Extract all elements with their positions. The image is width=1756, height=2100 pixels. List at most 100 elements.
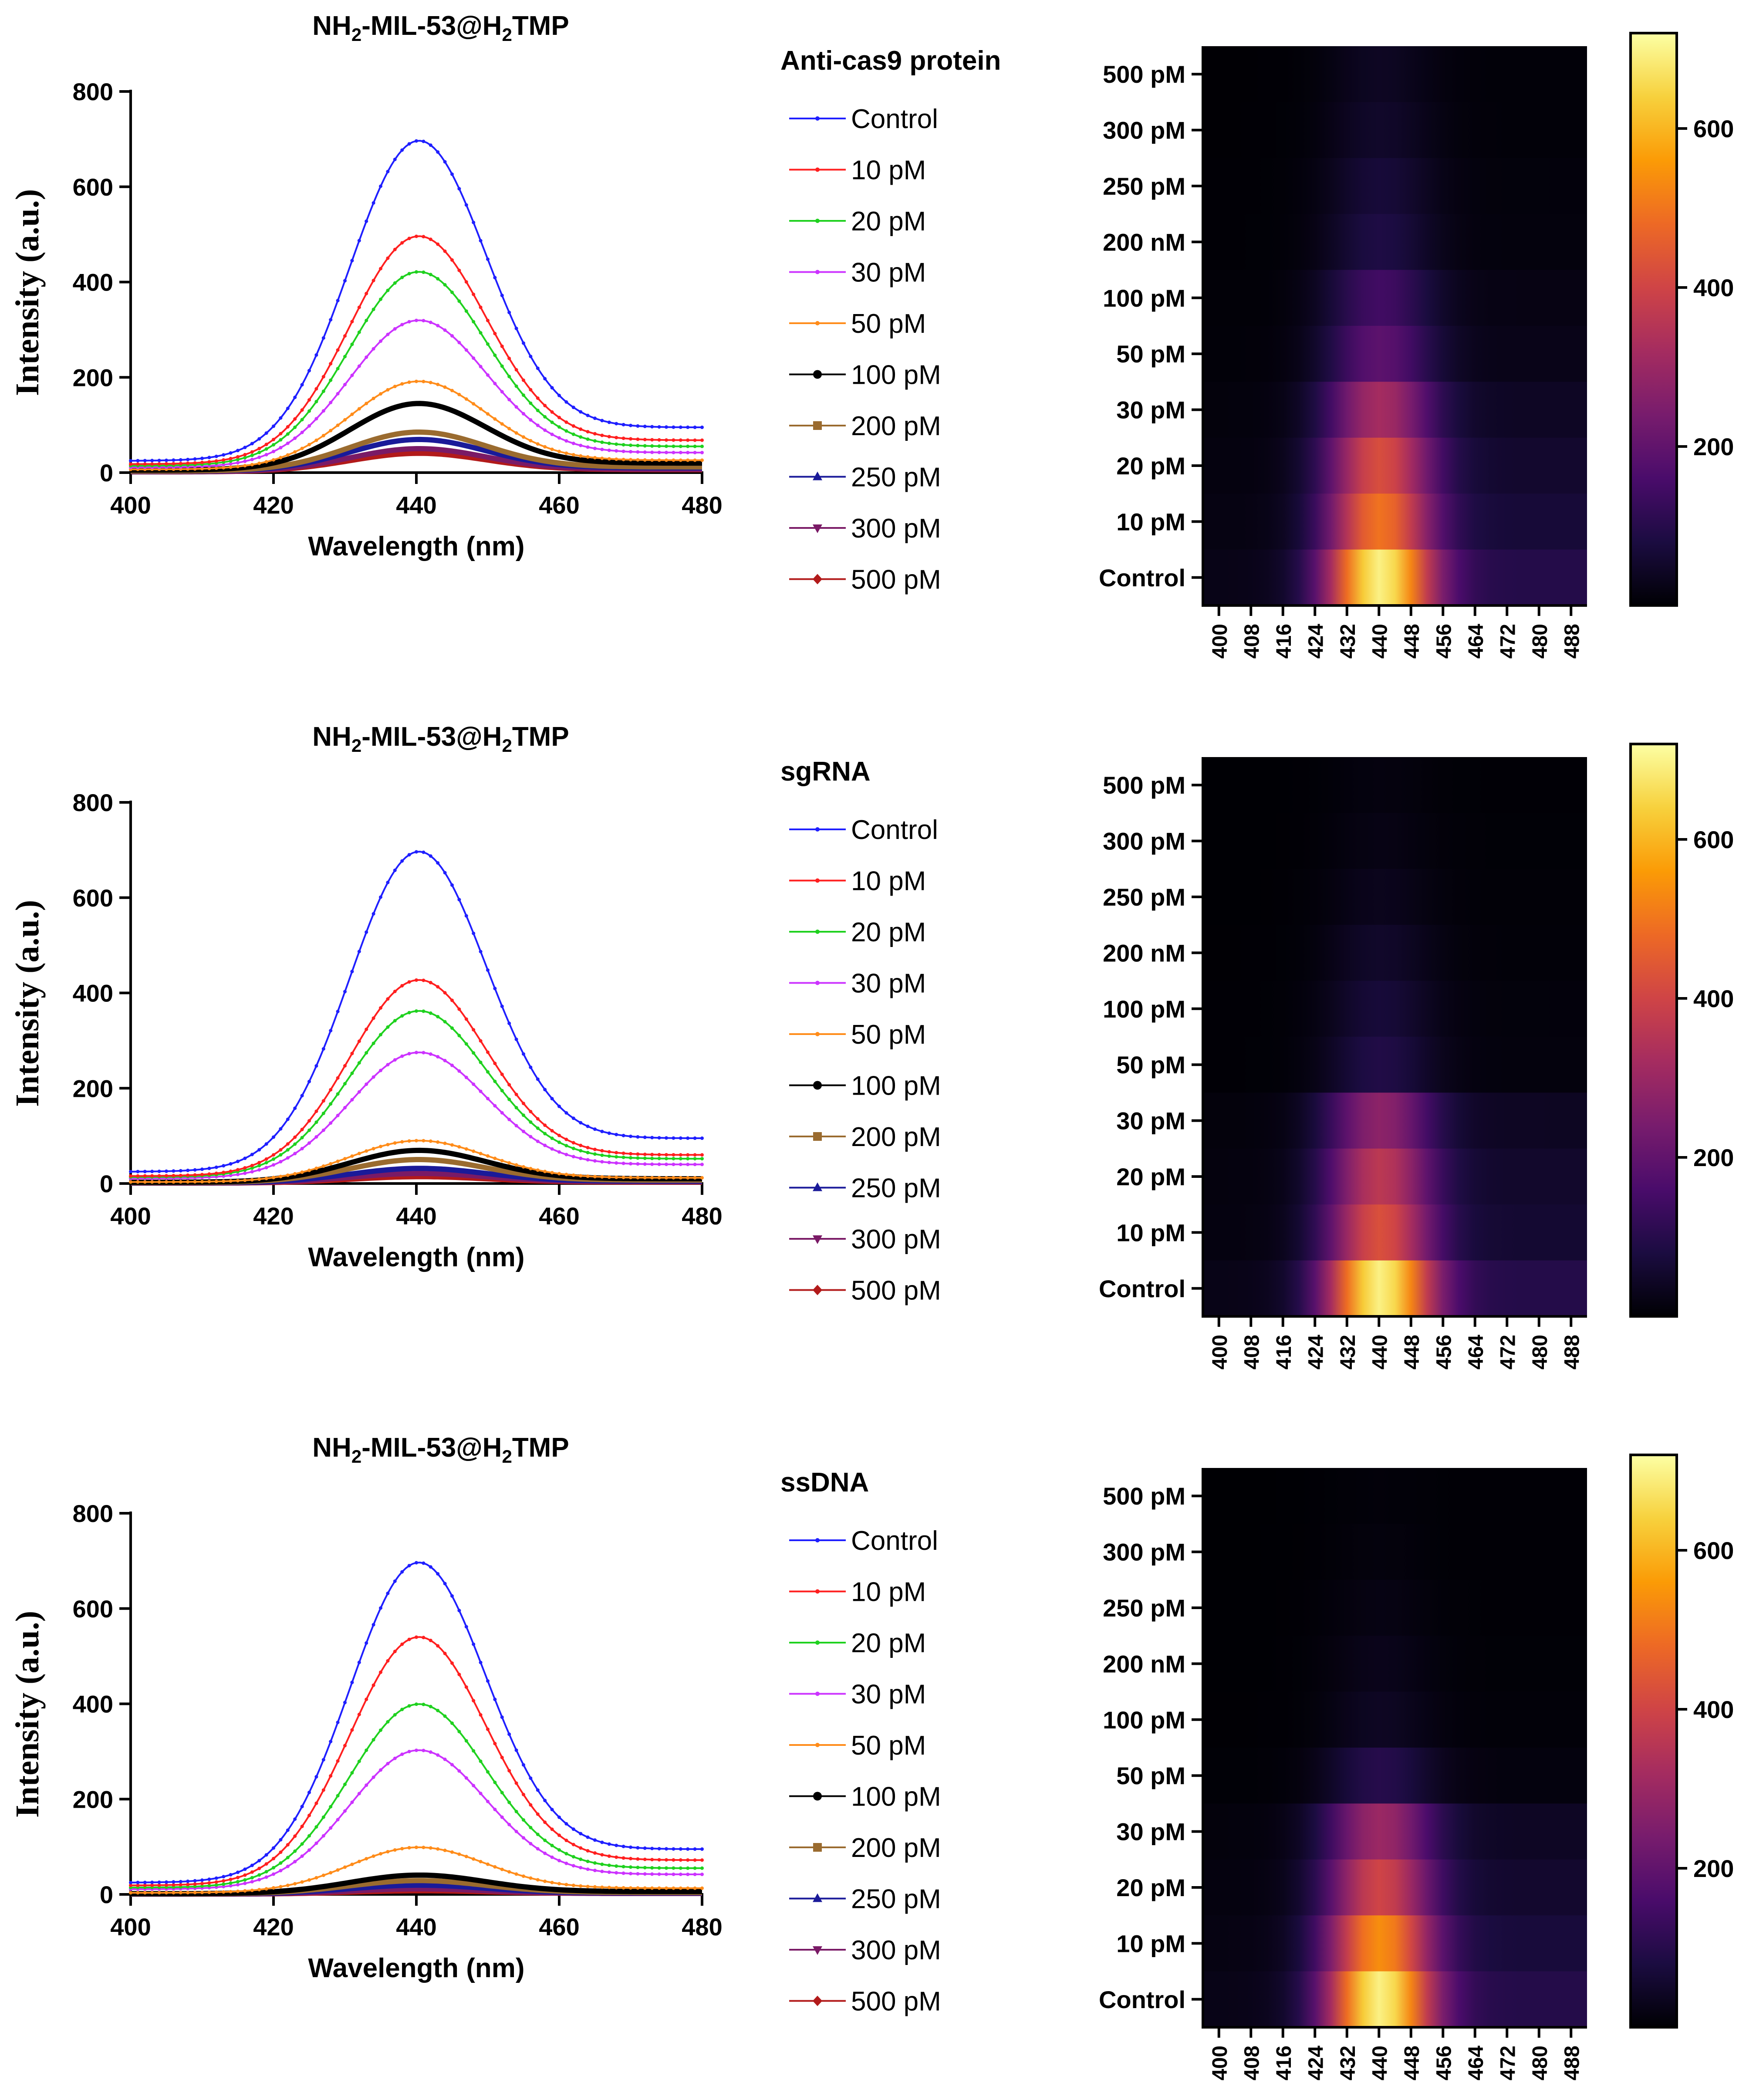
data-point — [514, 327, 518, 330]
data-point — [157, 1180, 161, 1184]
data-point — [371, 1623, 375, 1627]
data-point — [193, 1885, 197, 1888]
legend-label: 250 pM — [851, 463, 941, 493]
data-point — [650, 1846, 654, 1850]
data-point — [286, 432, 290, 436]
data-point — [672, 1136, 675, 1140]
data-point — [700, 1847, 704, 1851]
data-point — [415, 234, 418, 238]
data-point — [415, 1846, 418, 1849]
data-point — [329, 362, 333, 365]
data-point — [257, 1177, 261, 1181]
data-point — [250, 450, 254, 454]
data-point — [314, 1120, 318, 1124]
data-point — [564, 400, 568, 404]
data-point — [293, 1142, 297, 1146]
data-point — [286, 1156, 290, 1160]
data-point — [257, 437, 261, 441]
series-markers — [129, 1748, 704, 1891]
data-point — [314, 1775, 318, 1779]
data-point — [536, 1788, 540, 1792]
data-point — [386, 169, 390, 173]
data-point — [550, 447, 554, 451]
data-point — [222, 1170, 226, 1174]
data-point — [693, 1153, 697, 1157]
data-point — [186, 1883, 190, 1887]
data-point — [600, 1149, 604, 1153]
data-point — [550, 1129, 554, 1133]
x-tick-label: 440 — [396, 1202, 436, 1230]
data-point — [665, 1136, 668, 1140]
heatmap-x-tick-label: 408 — [1240, 1335, 1263, 1370]
data-point — [229, 465, 233, 469]
data-point — [636, 1162, 640, 1166]
data-point — [336, 1010, 340, 1014]
data-point — [479, 1660, 483, 1664]
data-point — [436, 861, 440, 865]
data-point — [586, 437, 590, 441]
data-point — [672, 444, 675, 448]
data-point — [371, 1775, 375, 1779]
data-point — [586, 1860, 590, 1863]
data-point — [150, 459, 154, 463]
data-point — [293, 1106, 297, 1110]
heatmap-row-label: 500 pM — [1103, 1482, 1185, 1510]
data-point — [250, 1170, 254, 1173]
data-point — [379, 339, 382, 343]
data-point — [700, 438, 704, 442]
data-point — [665, 425, 668, 429]
y-tick-label: 200 — [73, 1075, 113, 1102]
data-point — [207, 1167, 211, 1170]
data-point — [422, 1702, 425, 1706]
data-point — [314, 1876, 318, 1880]
data-point — [336, 299, 340, 303]
data-point — [400, 323, 404, 327]
colorbar-gradient — [1629, 1454, 1678, 2029]
data-point — [365, 1082, 368, 1086]
data-point — [457, 1609, 461, 1613]
data-point — [607, 1886, 611, 1890]
data-point — [343, 418, 347, 422]
data-point — [236, 461, 240, 465]
data-point — [643, 1886, 647, 1890]
data-point — [179, 458, 182, 462]
data-point — [472, 320, 476, 324]
legend-title: ssDNA — [780, 1468, 869, 1498]
data-point — [243, 1178, 247, 1182]
legend-marker — [813, 1235, 822, 1244]
data-point — [586, 455, 590, 459]
data-point — [557, 1140, 561, 1144]
data-point — [621, 457, 625, 461]
data-point — [143, 1180, 147, 1184]
data-point — [393, 1058, 397, 1062]
data-point — [514, 405, 518, 409]
data-point — [279, 456, 283, 460]
data-point — [486, 257, 490, 261]
data-point — [686, 1153, 690, 1157]
data-point — [272, 1846, 275, 1850]
data-point — [429, 273, 432, 277]
data-point — [650, 1886, 654, 1890]
data-point — [693, 1176, 697, 1180]
data-point — [157, 1883, 161, 1887]
heatmap-row-label: 250 pM — [1103, 1594, 1185, 1622]
data-point — [200, 1890, 204, 1894]
data-point — [629, 437, 632, 441]
data-point — [615, 457, 618, 461]
data-point — [615, 1133, 618, 1136]
data-point — [243, 1889, 247, 1893]
data-point — [700, 1873, 704, 1876]
data-point — [486, 1727, 490, 1731]
data-point — [307, 1119, 311, 1123]
data-point — [514, 368, 518, 372]
data-point — [629, 1156, 632, 1160]
data-point — [193, 457, 197, 461]
colorbar-tick-label: 400 — [1693, 985, 1734, 1012]
data-point — [314, 1135, 318, 1139]
data-point — [336, 1113, 340, 1117]
data-point — [636, 1857, 640, 1861]
data-point — [665, 1176, 668, 1180]
colorbar: 200 400 600 — [1629, 32, 1734, 607]
heatmap-row — [1203, 1092, 1587, 1149]
data-point — [300, 383, 304, 387]
